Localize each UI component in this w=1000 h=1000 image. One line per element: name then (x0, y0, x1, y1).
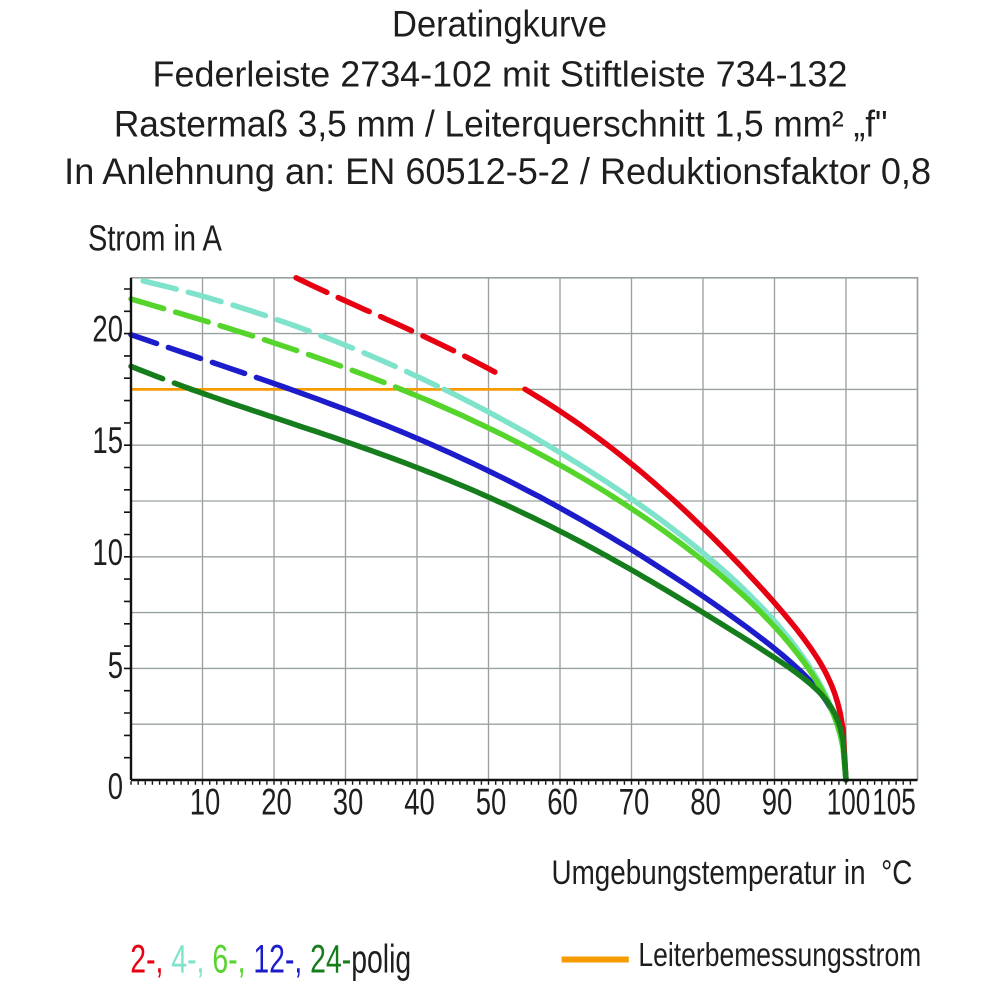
svg-text:0: 0 (108, 765, 123, 807)
svg-text:2-, 4-, 6-, 12-, 24-polig: 2-, 4-, 6-, 12-, 24-polig (130, 938, 411, 982)
svg-text:20: 20 (92, 307, 123, 349)
svg-text:Deratingkurve: Deratingkurve (392, 2, 607, 45)
svg-text:80: 80 (690, 780, 721, 822)
svg-text:In Anlehnung an: EN 60512-5-2: In Anlehnung an: EN 60512-5-2 / Reduktio… (64, 150, 931, 192)
svg-text:40: 40 (404, 780, 435, 822)
svg-text:100: 100 (827, 781, 870, 823)
svg-text:30: 30 (333, 780, 364, 822)
svg-text:Strom in A: Strom in A (88, 217, 222, 258)
svg-text:Federleiste 2734-102 mit Stift: Federleiste 2734-102 mit Stiftleiste 734… (153, 53, 848, 94)
svg-text:20: 20 (261, 780, 292, 822)
svg-text:15: 15 (92, 419, 123, 461)
svg-text:105: 105 (872, 781, 915, 823)
svg-text:70: 70 (619, 780, 650, 822)
svg-text:10: 10 (190, 780, 221, 822)
svg-text:5: 5 (108, 644, 123, 686)
svg-text:Umgebungstemperatur in °C: Umgebungstemperatur in °C (552, 853, 913, 891)
svg-text:90: 90 (762, 780, 793, 822)
svg-text:10: 10 (92, 531, 123, 573)
svg-text:Leiterbemessungsstrom: Leiterbemessungsstrom (638, 937, 921, 973)
svg-text:60: 60 (547, 780, 578, 822)
svg-text:Rastermaß 3,5 mm / Leiterquers: Rastermaß 3,5 mm / Leiterquerschnitt 1,5… (114, 103, 888, 145)
svg-text:50: 50 (476, 780, 507, 822)
